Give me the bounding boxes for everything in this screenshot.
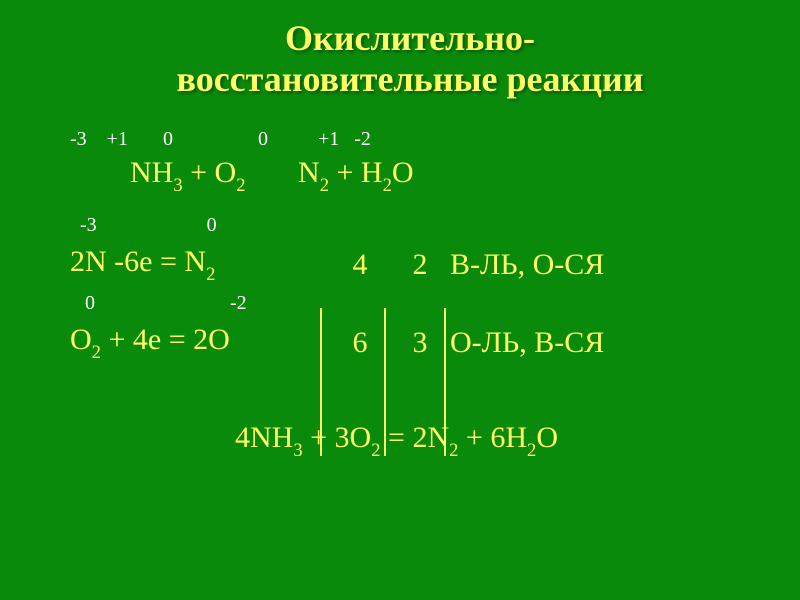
half1-col1: 4 xyxy=(330,250,390,280)
half2-col1: 6 xyxy=(330,328,390,358)
slide-title: Окислительно- восстановительные реакции xyxy=(70,18,750,101)
title-line-2: восстановительные реакции xyxy=(70,59,750,100)
divider-line-1 xyxy=(320,308,322,456)
oxidation-numbers-2: -3 0 xyxy=(70,215,750,237)
oxidation-numbers-3: 0 -2 xyxy=(70,293,750,315)
half1-desc: В-ЛЬ, О-СЯ xyxy=(450,250,604,280)
title-line-1: Окислительно- xyxy=(70,18,750,59)
equation-1: NH3 + O2 N2 + H2O xyxy=(70,151,750,201)
half2-col2: 3 xyxy=(390,328,450,358)
half-reaction-2: O2 + 4e = 2O 6 3 О-ЛЬ, В-СЯ xyxy=(70,315,750,371)
half1-eq: 2N -6e = N2 xyxy=(70,247,330,283)
half2-eq: O2 + 4e = 2O xyxy=(70,325,330,361)
half2-desc: О-ЛЬ, В-СЯ xyxy=(450,328,604,358)
slide-content: -3 +1 0 0 +1 -2 NH3 + O2 N2 + H2O -3 0 2… xyxy=(70,129,750,489)
eq1-text: NH3 + O2 N2 + H2O xyxy=(70,128,414,224)
slide: Окислительно- восстановительные реакции … xyxy=(0,0,800,600)
half-reaction-1: 2N -6e = N2 4 2 В-ЛЬ, О-СЯ xyxy=(70,237,750,293)
divider-line-2 xyxy=(384,308,386,456)
final-equation: 4NH3 + 3O2 = 2N2 + 6H2O xyxy=(70,393,750,489)
half1-col2: 2 xyxy=(390,250,450,280)
divider-line-3 xyxy=(444,308,446,456)
